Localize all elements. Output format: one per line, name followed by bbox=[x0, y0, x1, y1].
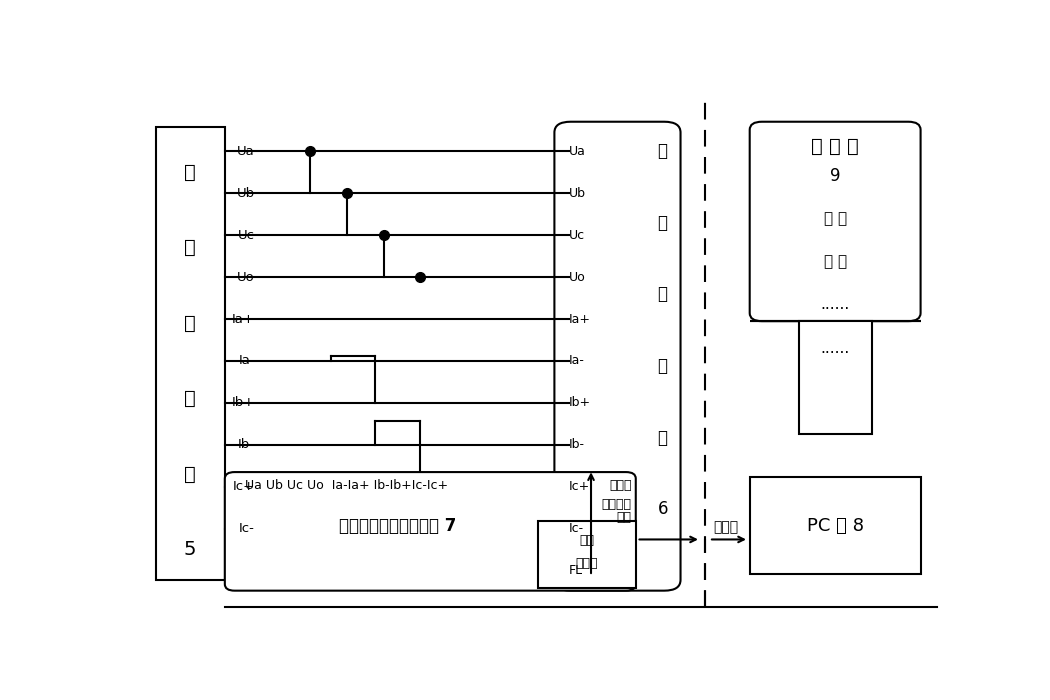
Text: Uc: Uc bbox=[238, 229, 255, 241]
Text: Ib-: Ib- bbox=[238, 438, 255, 452]
Text: ......: ...... bbox=[820, 341, 849, 356]
Text: 表: 表 bbox=[657, 428, 668, 447]
Text: 输入: 输入 bbox=[616, 512, 632, 524]
Bar bbox=[155, 127, 225, 580]
Text: 校: 校 bbox=[657, 214, 668, 232]
Text: Ic-: Ic- bbox=[569, 522, 584, 536]
FancyBboxPatch shape bbox=[750, 122, 921, 321]
Text: 量: 量 bbox=[185, 389, 196, 408]
Text: Ub: Ub bbox=[237, 187, 255, 199]
Text: FL: FL bbox=[569, 564, 583, 577]
Text: 6: 6 bbox=[657, 500, 668, 518]
Text: 5: 5 bbox=[184, 540, 196, 559]
Text: 被: 被 bbox=[657, 142, 668, 160]
Bar bbox=[798, 321, 872, 434]
Text: 电能表现场参数记录仪 7: 电能表现场参数记录仪 7 bbox=[339, 517, 457, 535]
Text: 软 件 包: 软 件 包 bbox=[812, 136, 859, 155]
Text: Uo: Uo bbox=[237, 271, 255, 284]
Text: Ic-: Ic- bbox=[239, 522, 255, 536]
Text: 能: 能 bbox=[185, 239, 196, 258]
FancyBboxPatch shape bbox=[225, 472, 635, 591]
Text: 被校表: 被校表 bbox=[609, 479, 632, 492]
Text: 通信口: 通信口 bbox=[575, 557, 598, 570]
Bar bbox=[538, 521, 635, 588]
Text: 分 析: 分 析 bbox=[823, 254, 846, 270]
Text: Ua: Ua bbox=[237, 145, 255, 158]
Text: ......: ...... bbox=[820, 298, 849, 312]
Text: 9: 9 bbox=[830, 167, 840, 185]
Text: Ib+: Ib+ bbox=[569, 396, 591, 410]
Text: Ib-: Ib- bbox=[569, 438, 585, 452]
Text: 低频脉冲: 低频脉冲 bbox=[602, 498, 632, 511]
Bar bbox=[750, 477, 921, 575]
Text: Ic+: Ic+ bbox=[233, 480, 255, 494]
Text: 高速: 高速 bbox=[580, 534, 594, 547]
Text: Uc: Uc bbox=[569, 229, 585, 241]
Text: 计 算: 计 算 bbox=[823, 211, 846, 226]
Text: Ua Ub Uc Uo  Ia-Ia+ Ib-Ib+Ic-Ic+: Ua Ub Uc Uo Ia-Ia+ Ib-Ib+Ic-Ic+ bbox=[246, 479, 448, 492]
Text: Ia+: Ia+ bbox=[569, 313, 591, 326]
Text: 电: 电 bbox=[185, 163, 196, 182]
Text: 通信口: 通信口 bbox=[713, 521, 738, 535]
Text: Ib+: Ib+ bbox=[232, 396, 255, 410]
Text: Ic+: Ic+ bbox=[569, 480, 590, 494]
Text: Ua: Ua bbox=[569, 145, 586, 158]
FancyBboxPatch shape bbox=[554, 122, 680, 591]
Text: 电: 电 bbox=[657, 286, 668, 304]
Text: Ub: Ub bbox=[569, 187, 586, 199]
Text: 计: 计 bbox=[185, 314, 196, 332]
Text: Ia-: Ia- bbox=[569, 354, 585, 368]
Text: Ia+: Ia+ bbox=[232, 313, 255, 326]
Text: 能: 能 bbox=[657, 357, 668, 375]
Text: Ia-: Ia- bbox=[238, 354, 255, 368]
Text: PC 机 8: PC 机 8 bbox=[806, 517, 864, 535]
Text: Uo: Uo bbox=[569, 271, 586, 284]
Text: 屏: 屏 bbox=[185, 465, 196, 484]
